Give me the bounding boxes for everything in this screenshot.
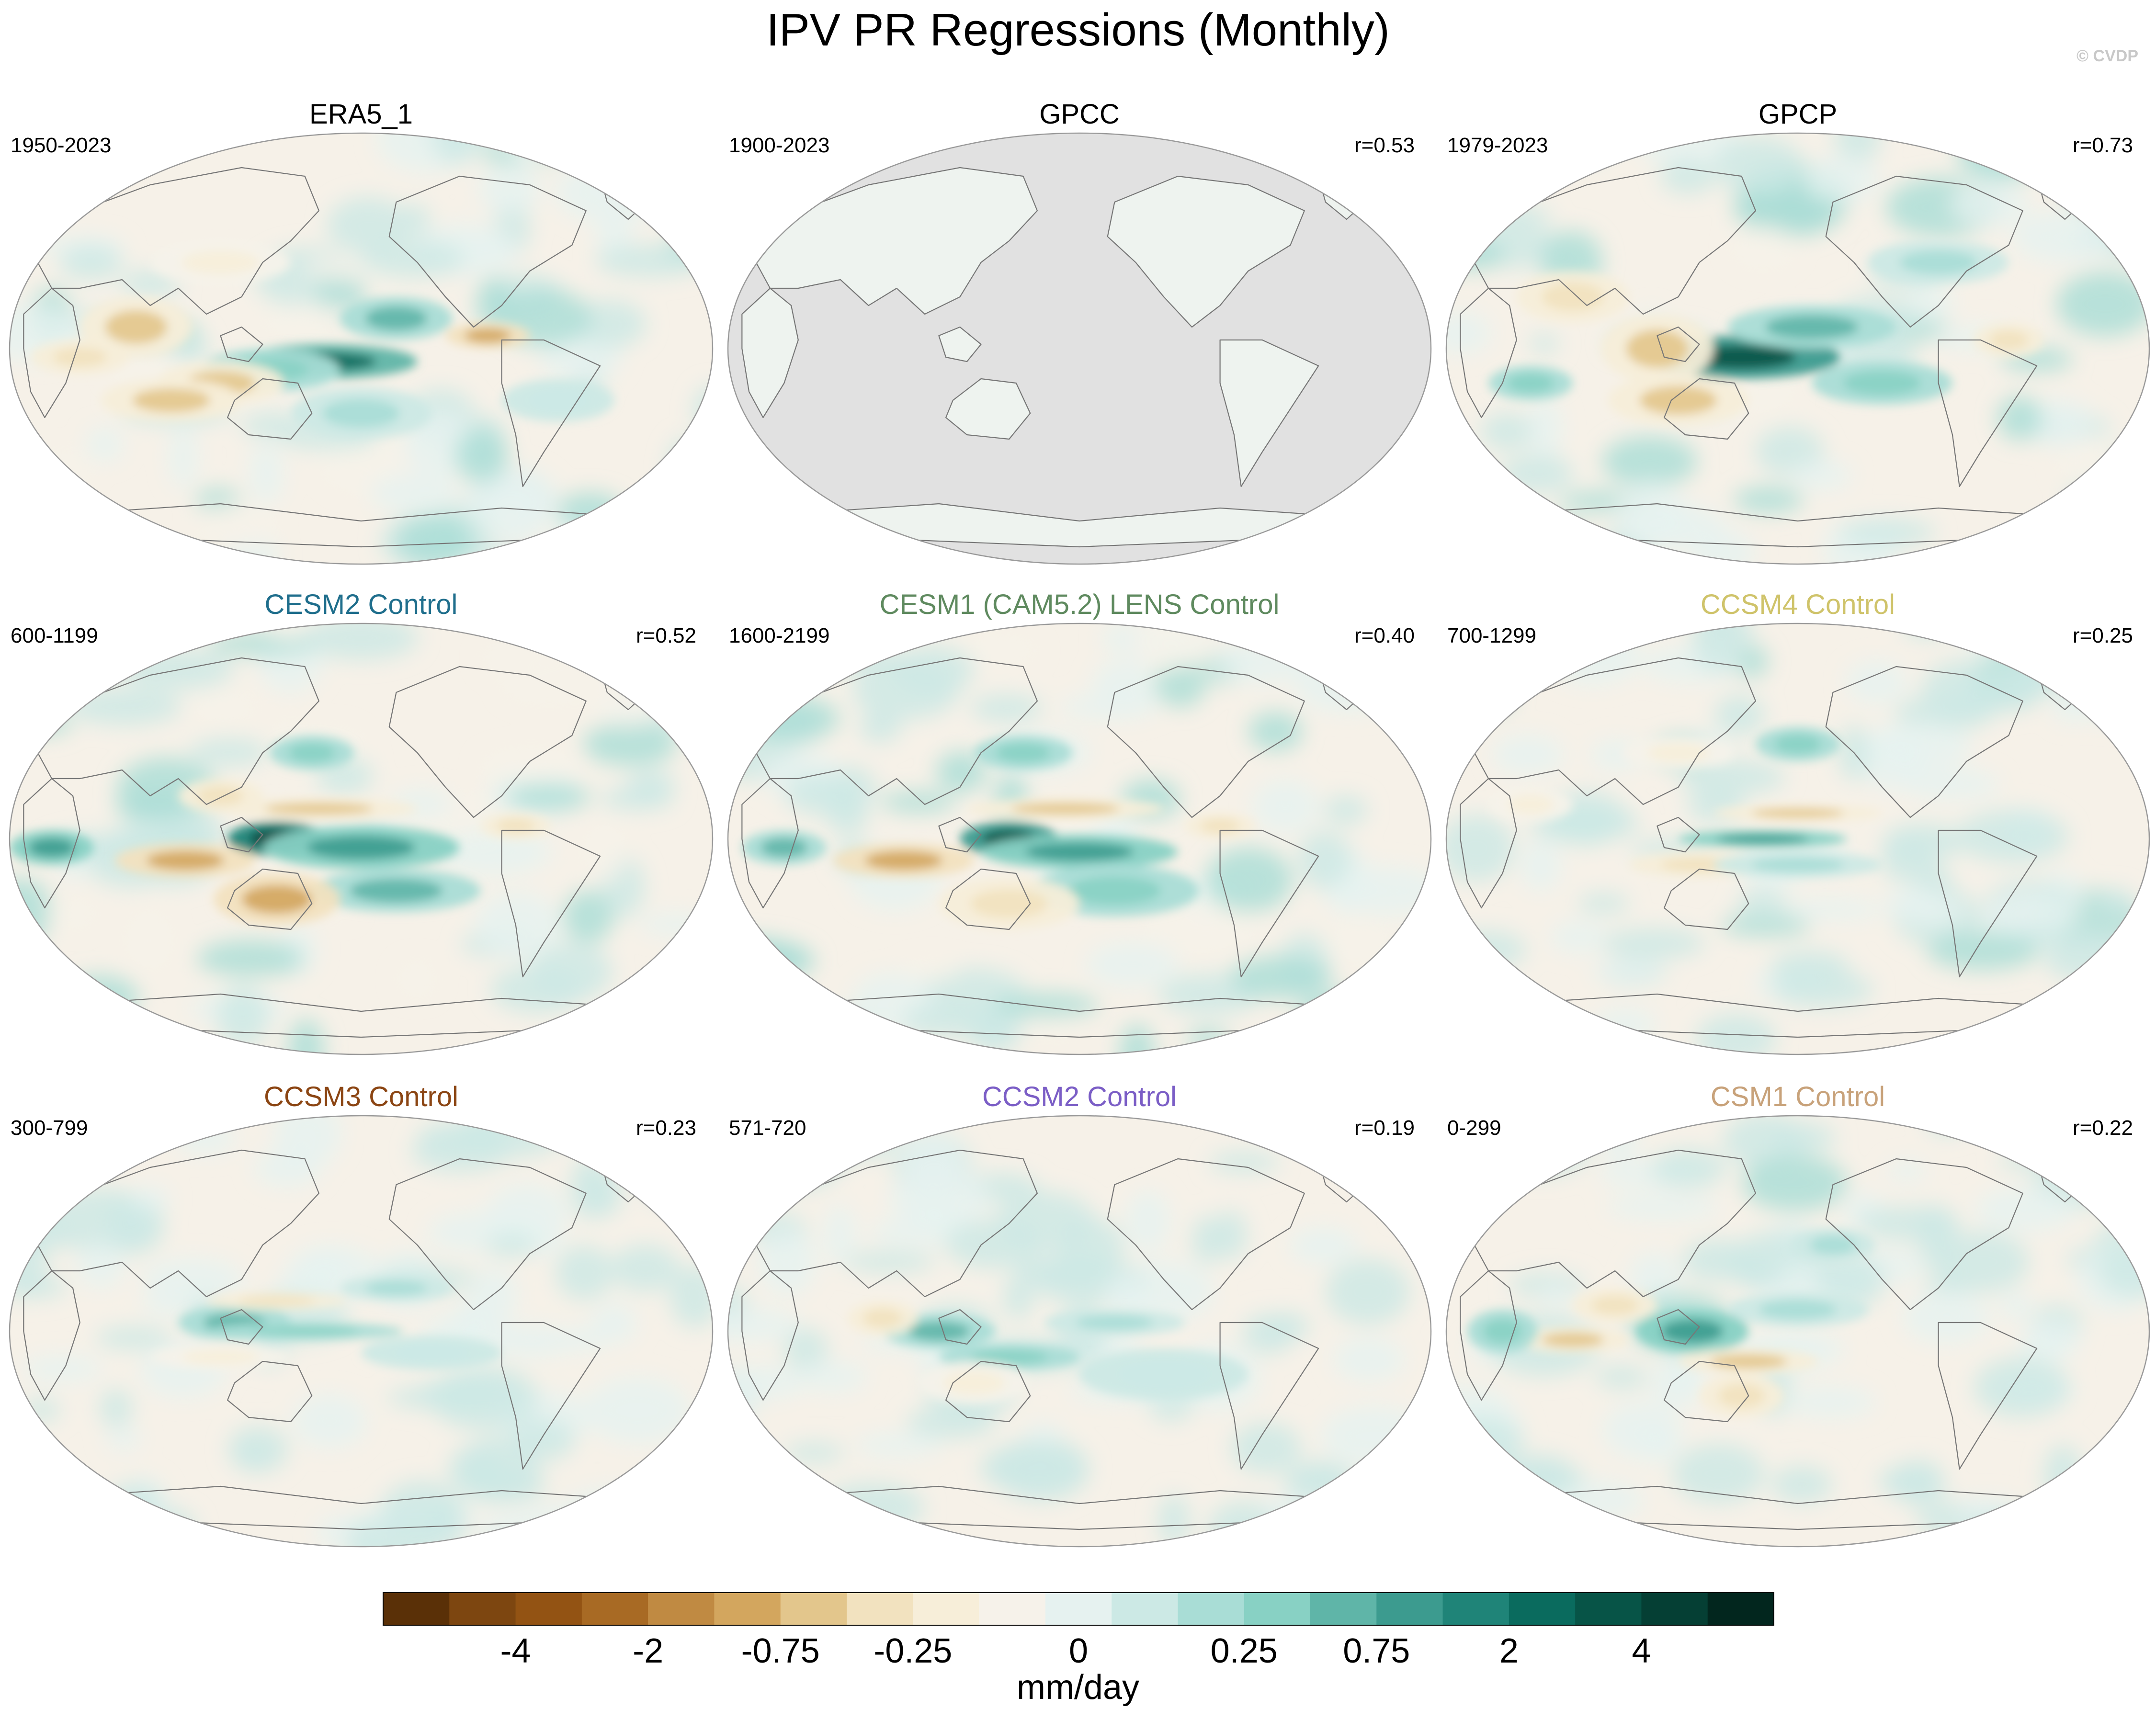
colorbar-box <box>1376 1593 1443 1625</box>
map-panel: CCSM2 Control 571-720 r=0.19 <box>727 1081 1432 1548</box>
figure-title: IPV PR Regressions (Monthly) <box>766 4 1390 56</box>
colorbar-tick-label: 2 <box>1499 1632 1519 1670</box>
map-panel: ERA5_1 1950-2023 <box>9 99 714 565</box>
panel-period: 1600-2199 <box>729 624 829 647</box>
map-outline <box>727 1115 1432 1548</box>
map-outline <box>727 622 1432 1055</box>
panel-title: CESM1 (CAM5.2) LENS Control <box>880 589 1280 620</box>
map-outline <box>9 132 714 565</box>
panel-title: GPCP <box>1759 99 1837 130</box>
colorbar-box <box>383 1593 450 1625</box>
colorbar-box <box>1641 1593 1708 1625</box>
colorbar-box <box>780 1593 847 1625</box>
colorbar-box <box>515 1593 582 1625</box>
regression-field <box>10 133 713 564</box>
panel-correlation: r=0.53 <box>1354 134 1415 157</box>
map-panel: CESM2 Control 600-1199 r=0.52 <box>9 589 714 1055</box>
panel-correlation: r=0.22 <box>2073 1116 2133 1140</box>
colorbar-box <box>1045 1593 1112 1625</box>
map-panel: GPCC 1900-2023 r=0.53 <box>727 99 1432 565</box>
colorbar-frame <box>383 1592 1774 1626</box>
colorbar-tick-label: 0.75 <box>1343 1632 1410 1670</box>
colorbar-box <box>581 1593 648 1625</box>
panel-correlation: r=0.23 <box>636 1116 696 1140</box>
panel-period: 0-299 <box>1447 1116 1501 1140</box>
colorbar-tick-label: -4 <box>500 1632 531 1670</box>
colorbar-box <box>1244 1593 1311 1625</box>
anomaly-blobs <box>1488 727 1883 878</box>
panel-title: CESM2 Control <box>265 589 458 620</box>
colorbar-tick-label: 0 <box>1069 1632 1088 1670</box>
colorbar-box <box>714 1593 781 1625</box>
colorbar-box <box>913 1593 980 1625</box>
colorbar-box <box>1575 1593 1642 1625</box>
anomaly-blobs <box>1488 241 2044 426</box>
ocean-mask <box>728 133 1431 564</box>
map-panel: CCSM4 Control 700-1299 r=0.25 <box>1445 589 2150 1055</box>
panel-period: 571-720 <box>729 1116 806 1140</box>
map-outline <box>1445 1115 2150 1548</box>
colorbar-tick-label: -2 <box>633 1632 663 1670</box>
anomaly-blobs <box>1467 1228 1875 1417</box>
map-outline <box>9 622 714 1055</box>
panel-correlation: r=0.52 <box>636 624 696 647</box>
colorbar-box <box>648 1593 715 1625</box>
map-outline <box>727 132 1432 565</box>
map-panel: CSM1 Control 0-299 r=0.22 <box>1445 1081 2150 1548</box>
panel-correlation: r=0.19 <box>1354 1116 1415 1140</box>
panel-title: GPCC <box>1039 99 1120 130</box>
panel-title: ERA5_1 <box>309 99 413 130</box>
colorbar-box <box>1112 1593 1178 1625</box>
panel-period: 1979-2023 <box>1447 134 1548 157</box>
panel-title: CCSM3 Control <box>264 1081 458 1112</box>
panel-correlation: r=0.40 <box>1354 624 1415 647</box>
map-outline <box>1445 622 2150 1055</box>
anomaly-blobs <box>31 241 614 439</box>
colorbar-box <box>1442 1593 1509 1625</box>
colorbar-label: mm/day <box>1017 1668 1139 1707</box>
watermark: © CVDP <box>2077 47 2138 65</box>
anomaly-blobs <box>150 1275 502 1370</box>
panel-correlation: r=0.25 <box>2073 624 2133 647</box>
map-outline <box>9 1115 714 1548</box>
coastlines <box>741 167 1375 548</box>
panel-title: CCSM4 Control <box>1701 589 1895 620</box>
colorbar-tick-labels: -4 -2 -0.75 -0.25 0 0.25 0.75 2 4 <box>500 1632 1651 1670</box>
colorbar-tick-label: -0.25 <box>874 1632 952 1670</box>
colorbar-box <box>1509 1593 1576 1625</box>
panel-grid: ERA5_1 1950-2023 GPCC 1900-2023 r=0.53 GPCP 19… <box>9 99 2150 1548</box>
regression-field <box>1446 1116 2149 1539</box>
anomaly-blobs <box>10 736 551 925</box>
map-outline <box>1445 132 2150 565</box>
anomaly-blobs <box>742 736 1256 929</box>
colorbar-box <box>847 1593 913 1625</box>
regression-field <box>1446 623 2149 1054</box>
colorbar: -4 -2 -0.75 -0.25 0 0.25 0.75 2 4 mm/day <box>383 1592 1774 1707</box>
panel-title: CSM1 Control <box>1711 1081 1885 1112</box>
colorbar-box <box>1310 1593 1377 1625</box>
colorbar-tick-label: 4 <box>1632 1632 1651 1670</box>
panel-period: 600-1199 <box>11 624 98 647</box>
colorbar-box <box>979 1593 1046 1625</box>
regression-field <box>728 623 1431 1054</box>
panel-period: 300-799 <box>11 1116 88 1140</box>
panel-period: 700-1299 <box>1447 624 1536 647</box>
panel-title: CCSM2 Control <box>982 1081 1177 1112</box>
panel-period: 1950-2023 <box>11 134 111 157</box>
map-panel: GPCP 1979-2023 r=0.73 <box>1445 99 2150 565</box>
map-panel: CCSM3 Control 300-799 r=0.23 <box>9 1081 714 1548</box>
panel-correlation: r=0.73 <box>2073 134 2133 157</box>
anomaly-blobs <box>847 1301 1248 1404</box>
colorbar-box <box>449 1593 516 1625</box>
colorbar-tick-label: -0.75 <box>741 1632 820 1670</box>
panel-period: 1900-2023 <box>729 134 829 157</box>
colorbar-box <box>1178 1593 1245 1625</box>
colorbar-box <box>1707 1593 1774 1625</box>
colorbar-boxes <box>383 1592 1774 1626</box>
colorbar-tick-label: 0.25 <box>1211 1632 1278 1670</box>
map-panel: CESM1 (CAM5.2) LENS Control 1600-2199 r=0.… <box>727 589 1432 1055</box>
